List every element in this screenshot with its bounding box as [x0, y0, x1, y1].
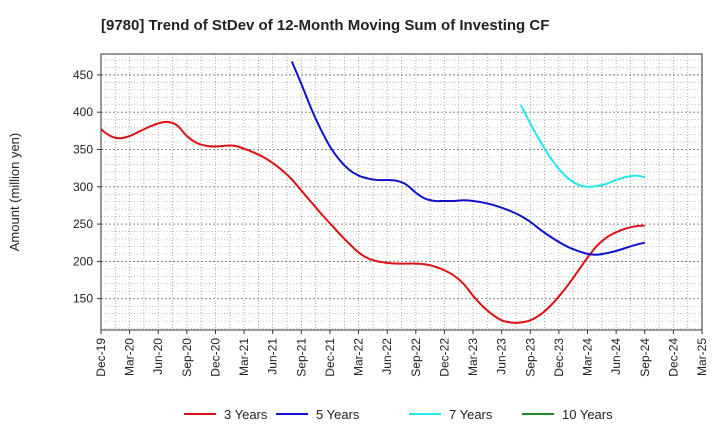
y-tick-label: 450	[73, 68, 93, 82]
legend: 3 Years 5 Years 7 Years 10 Years	[184, 407, 613, 422]
y-tick-label: 350	[73, 142, 93, 156]
x-tick-label: Mar-22	[352, 338, 366, 376]
x-tick-label: Jun-23	[495, 338, 509, 375]
plot-border	[100, 53, 703, 331]
y-axis-ticks: 150 200 250 300 350 400 450	[73, 68, 101, 306]
legend-label: 10 Years	[562, 407, 613, 422]
series-line-5-years	[290, 61, 645, 256]
x-tick-label: Sep-20	[180, 338, 194, 377]
y-tick-label: 150	[73, 292, 93, 306]
series-line-3-years	[100, 120, 645, 324]
x-tick-label: Mar-25	[695, 338, 709, 376]
x-tick-label: Dec-23	[552, 338, 566, 377]
x-tick-label: Dec-19	[94, 338, 108, 377]
y-tick-label: 300	[73, 180, 93, 194]
series-lines	[100, 61, 645, 324]
x-tick-label: Mar-23	[466, 338, 480, 376]
x-axis-ticks: Dec-19 Mar-20 Jun-20 Sep-20 Dec-20 Mar-21 Jun-…	[94, 330, 709, 377]
chart-title: [9780] Trend of StDev of 12-Month Moving…	[101, 17, 549, 34]
x-tick-label: Jun-24	[609, 338, 623, 375]
x-tick-label: Jun-20	[151, 338, 165, 375]
x-tick-label: Mar-20	[123, 338, 137, 376]
x-tick-label: Dec-20	[208, 338, 222, 377]
legend-label: 5 Years	[316, 407, 360, 422]
x-tick-label: Jun-21	[266, 338, 280, 375]
y-axis-label: Amount (million yen)	[7, 133, 22, 252]
x-tick-label: Mar-24	[581, 338, 595, 376]
x-tick-label: Dec-22	[437, 338, 451, 377]
x-tick-label: Sep-22	[409, 338, 423, 377]
x-tick-label: Dec-21	[323, 338, 337, 377]
x-tick-label: Sep-23	[523, 338, 537, 377]
y-tick-label: 200	[73, 254, 93, 268]
series-line-7-years	[519, 104, 645, 188]
y-tick-label: 250	[73, 217, 93, 231]
x-tick-label: Sep-24	[638, 338, 652, 377]
y-tick-label: 400	[73, 105, 93, 119]
x-tick-label: Mar-21	[237, 338, 251, 376]
x-tick-label: Dec-24	[666, 338, 680, 377]
x-tick-label: Jun-22	[380, 338, 394, 375]
x-tick-label: Sep-21	[294, 338, 308, 377]
legend-label: 7 Years	[449, 407, 493, 422]
grid-lines	[101, 54, 702, 330]
legend-label: 3 Years	[224, 407, 268, 422]
